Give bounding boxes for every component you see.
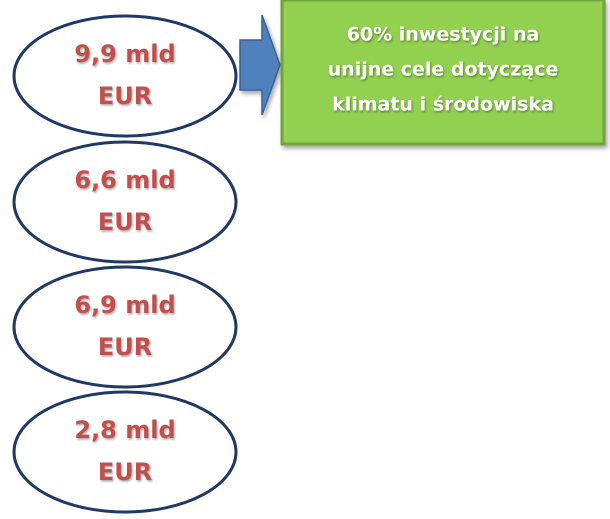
unit: EUR xyxy=(98,82,152,110)
ellipse xyxy=(12,140,238,264)
ellipse xyxy=(12,14,238,138)
unit: EUR xyxy=(98,458,152,486)
ellipse xyxy=(12,390,238,514)
callout-line: 60% inwestycji na xyxy=(347,24,540,46)
amount: 6,9 mld xyxy=(74,291,175,319)
amount: 2,8 mld xyxy=(74,416,175,444)
callout-line: unijne cele dotyczące xyxy=(328,59,559,81)
unit: EUR xyxy=(98,208,152,236)
ellipse-group: 9,9 mld EUR 6,6 mld EUR 6,9 mld EUR 2,8 mld EUR xyxy=(12,14,238,514)
arrow xyxy=(239,14,281,116)
amount: 9,9 mld xyxy=(74,40,175,68)
callout-box xyxy=(280,0,606,146)
amount: 6,6 mld xyxy=(74,166,175,194)
unit: EUR xyxy=(98,333,152,361)
callout-line: klimatu i środowiska xyxy=(332,94,554,116)
ellipse xyxy=(12,265,238,389)
